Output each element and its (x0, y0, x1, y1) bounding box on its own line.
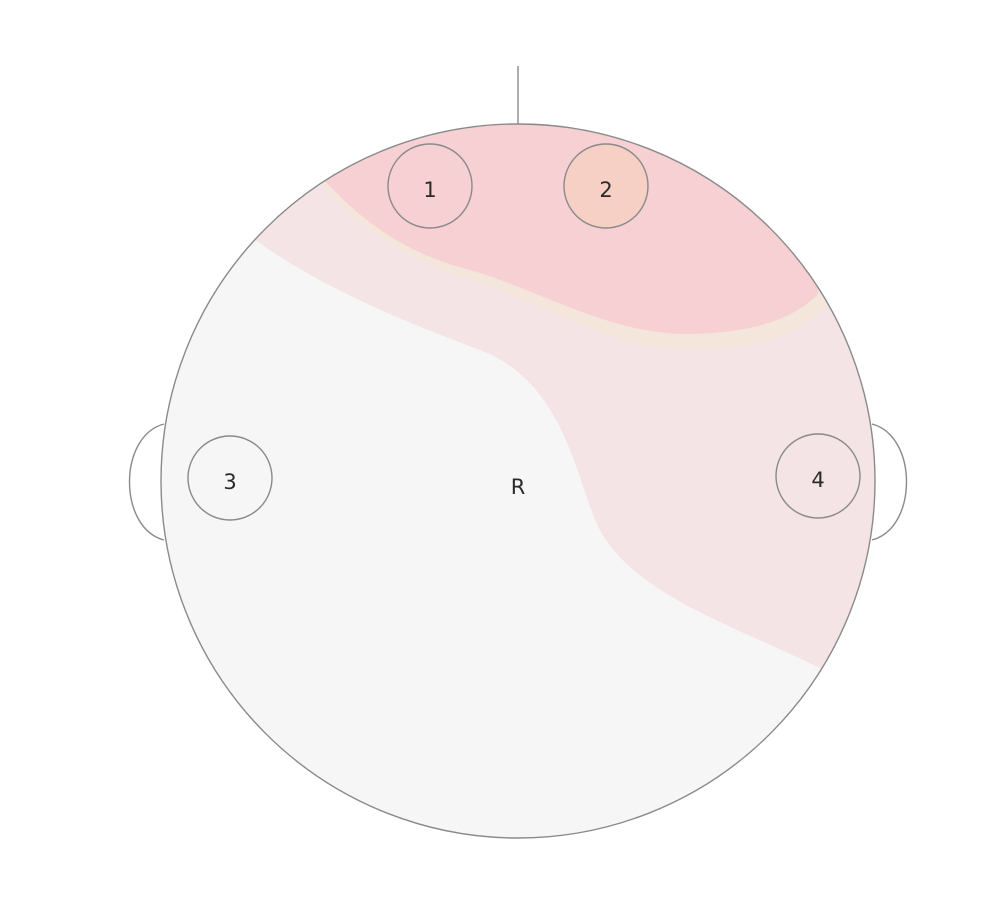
left-ear (128, 423, 165, 541)
electrode-4-label: 4 (811, 468, 824, 492)
electrode-2: 2 (563, 143, 649, 229)
electrode-1-ring (387, 143, 473, 229)
electrode-1-label: 1 (423, 178, 436, 202)
electrode-3: 3 (187, 435, 273, 521)
topography-regions (161, 124, 875, 838)
right-ear (871, 423, 908, 541)
electrode-3-label: 3 (223, 470, 236, 494)
electrode-2-ring (563, 143, 649, 229)
head-outline (160, 123, 876, 839)
electrode-4-ring (775, 433, 861, 519)
electrode-4: 4 (775, 433, 861, 519)
electrode-3-ring (187, 435, 273, 521)
electrode-2-label: 2 (599, 178, 612, 202)
reference-label: R (511, 475, 526, 499)
electrode-1: 1 (387, 143, 473, 229)
